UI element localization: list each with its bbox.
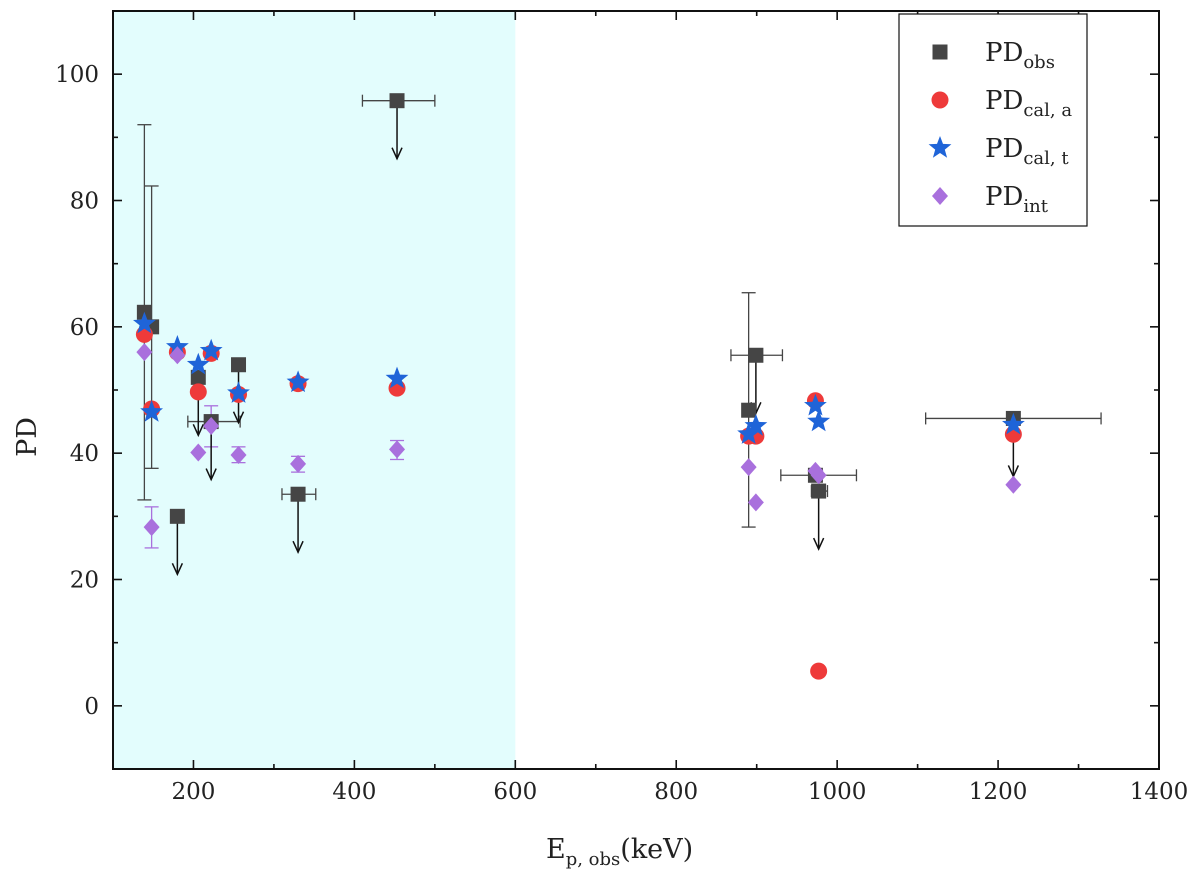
marker-star [804, 393, 827, 416]
upper-limit-arrowhead [232, 411, 245, 425]
y-tick-label: 100 [55, 62, 99, 88]
x-tick-label: 1000 [808, 779, 867, 805]
x-tick-label: 1400 [1130, 779, 1189, 805]
marker-star [199, 338, 223, 361]
marker-diamond [740, 458, 757, 477]
marker-square [811, 483, 827, 499]
legend-label: PDint [985, 182, 1049, 217]
y-tick-label: 20 [70, 568, 99, 594]
marker-star [140, 400, 163, 422]
y-axis-label: PD [12, 417, 43, 457]
y-tick-labels: 0 20 40 60 80 100 [55, 62, 99, 720]
x-axis-label: Ep, obs(keV) [546, 834, 693, 870]
legend-label: PDobs [985, 38, 1055, 73]
marker-diamond [389, 440, 406, 459]
x-tick-label: 1200 [969, 779, 1028, 805]
marker-star [186, 352, 210, 375]
marker-square [169, 508, 185, 524]
y-tick-label: 80 [70, 189, 99, 215]
x-tick-label: 200 [172, 779, 216, 805]
upper-limit-arrowhead [192, 424, 204, 438]
marker-circle [810, 662, 828, 680]
marker-square [389, 93, 405, 109]
marker-square [741, 402, 757, 418]
marker-star [133, 311, 156, 334]
upper-limit-arrowhead [171, 563, 184, 577]
marker-square [231, 357, 247, 373]
marker-star [286, 370, 310, 393]
y-tick-label: 40 [70, 441, 99, 467]
legend-marker-square [932, 44, 948, 60]
marker-diamond [203, 417, 220, 436]
marker-diamond [143, 518, 160, 537]
marker-diamond [747, 493, 764, 512]
marker-diamond [190, 443, 207, 462]
marker-star [1002, 412, 1025, 435]
legend-box [898, 13, 1088, 227]
data-markers [133, 93, 1025, 680]
marker-star [737, 422, 761, 444]
upper-limit-arrowhead [812, 537, 825, 551]
shaded-region [113, 11, 516, 769]
upper-limit-arrowhead [292, 540, 304, 555]
y-tick-label: 0 [84, 694, 99, 720]
marker-circle [189, 383, 207, 401]
marker-diamond [169, 346, 186, 365]
legend: PDobs PDcal, a PDcal, t PDint [898, 13, 1088, 227]
marker-diamond [290, 454, 307, 473]
marker-diamond [136, 343, 153, 362]
marker-square [290, 486, 306, 502]
legend-marker-circle [931, 91, 949, 109]
marker-square [190, 369, 206, 385]
marker-diamond [1005, 475, 1022, 494]
marker-star [385, 366, 409, 389]
legend-label: PDcal, a [985, 86, 1072, 121]
plot-frame [112, 10, 1160, 770]
marker-square [748, 347, 764, 363]
x-tick-label: 800 [654, 779, 698, 805]
y-tick-label: 60 [70, 315, 99, 341]
x-tick-label: 600 [493, 779, 537, 805]
upper-limit-arrowhead [391, 147, 403, 161]
marker-diamond [810, 466, 827, 485]
marker-star [807, 409, 831, 432]
upper-limit-arrowhead [205, 468, 217, 482]
x-tick-labels: 200 400 600 800 1000 1200 1400 [172, 779, 1189, 805]
x-tick-label: 400 [332, 779, 376, 805]
marker-star [227, 381, 250, 403]
marker-star [744, 414, 768, 436]
marker-star [166, 335, 189, 357]
marker-diamond [230, 446, 247, 465]
legend-marker-star [928, 136, 952, 158]
legend-label: PDcal, t [985, 134, 1069, 169]
legend-marker-diamond [932, 187, 948, 205]
